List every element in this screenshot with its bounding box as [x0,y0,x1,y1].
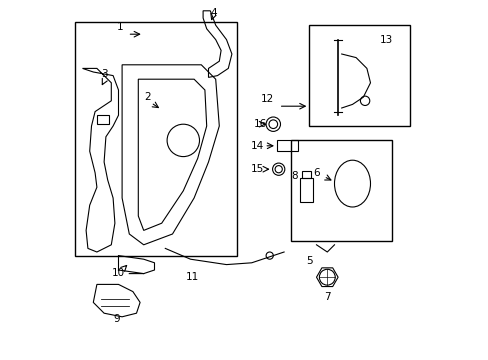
Text: 16: 16 [254,119,267,129]
Text: 15: 15 [250,164,263,174]
Text: 5: 5 [305,256,312,266]
Bar [302,171,310,178]
Bar [97,115,109,124]
Bar [291,140,391,241]
Text: 6: 6 [312,168,319,178]
Text: 9: 9 [113,314,120,324]
Text: 4: 4 [210,8,217,18]
Text: 1: 1 [117,22,123,32]
Text: 14: 14 [250,141,263,151]
Bar [276,140,298,151]
Bar [75,22,237,256]
Bar [309,25,409,126]
Text: 8: 8 [291,171,298,181]
Text: 7: 7 [324,292,330,302]
Bar [300,178,312,202]
Text: 12: 12 [261,94,274,104]
Text: 13: 13 [379,35,392,45]
Text: 11: 11 [185,272,199,282]
Text: 2: 2 [143,92,150,102]
Text: 10: 10 [112,268,125,278]
Text: 3: 3 [101,69,107,79]
